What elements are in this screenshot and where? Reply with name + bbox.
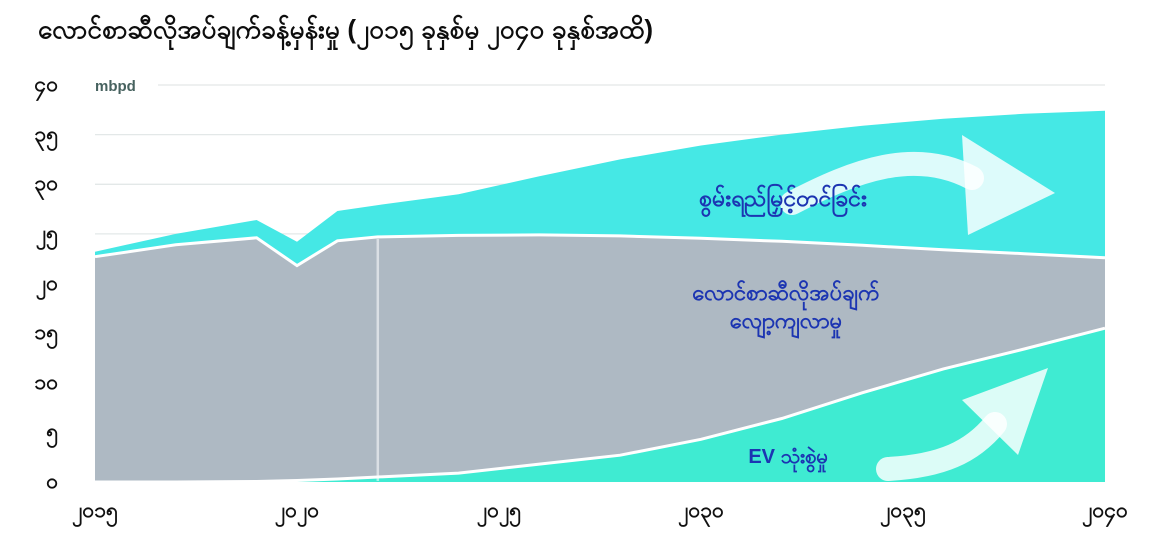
unit-label: mbpd (95, 76, 146, 98)
ev-boundary-line (95, 326, 1106, 484)
ev-area-label: EV သုံးစွဲမှု (748, 446, 828, 468)
y-tick-label: ၃၅ (34, 122, 58, 146)
x-tick-label: ၂၀၄၀ (1082, 499, 1128, 522)
fuel-demand-label-line2: လျော့ကျလာမှု (729, 307, 843, 333)
x-tick-label: ၂၀၂၅ (476, 499, 522, 522)
efficiency-area (95, 110, 1105, 266)
x-tick-label: ၂၀၃၅ (880, 499, 926, 522)
y-tick-label: ၅ (46, 420, 58, 444)
fuel-demand-boundary-line (94, 233, 1106, 268)
x-tick-label: ၂၀၃၀ (678, 499, 724, 522)
y-tick-label: ၁၀ (34, 370, 58, 394)
efficiency-trend-arrow-icon (780, 135, 1055, 235)
y-tick-label: ၃၀ (34, 172, 58, 196)
fuel-demand-area (95, 234, 1105, 482)
y-tick-label: ၂၀ (35, 271, 58, 295)
y-tick-label: ၀ (46, 470, 58, 493)
fuel-demand-area-label: လောင်စာဆီလိုအပ်ချက် လျော့ကျလာမှု (636, 279, 936, 334)
x-tick-label: ၂၀၂၀ (274, 499, 320, 522)
y-tick-label: ၄၀ (34, 73, 58, 96)
fuel-demand-label-line1: လောင်စာဆီလိုအပ်ချက် (692, 280, 880, 305)
x-tick-label: ၂၀၁၅ (72, 499, 118, 522)
ev-area (95, 328, 1105, 482)
ev-trend-arrow-icon (876, 368, 1048, 481)
y-tick-label: ၂၅ (35, 221, 58, 245)
y-tick-label: ၁၅ (34, 321, 58, 345)
chart-title: လောင်စာဆီလိုအပ်ချက်ခန့်မှန်းမှု (၂၀၁၅ ခု… (38, 14, 654, 44)
efficiency-area-label: စွမ်းရည်မြှင့်တင်ခြင်း (699, 185, 867, 211)
